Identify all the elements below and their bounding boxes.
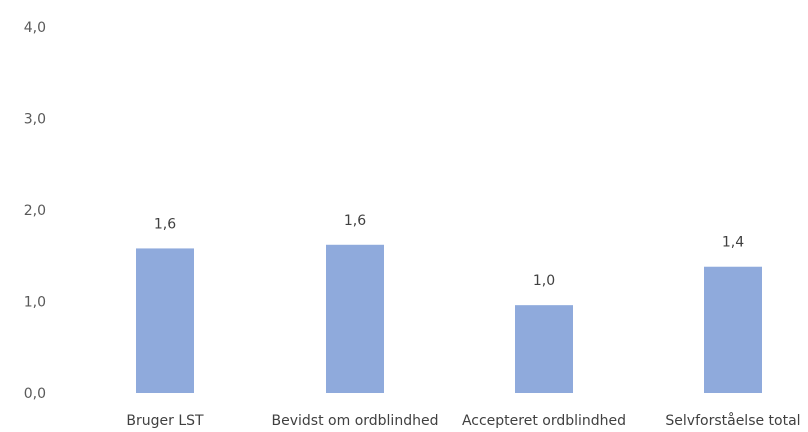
y-tick-label: 4,0 [24, 20, 46, 36]
data-label: 1,4 [722, 235, 744, 251]
bar [136, 248, 194, 393]
category-label: Selvforståelse total [665, 412, 800, 429]
category-label: Bruger LST [126, 413, 204, 429]
category-label: Bevidst om ordblindhed [272, 413, 439, 429]
y-tick-label: 1,0 [24, 295, 46, 311]
data-labels: 1,6 1,6 1,0 1,4 [154, 213, 744, 289]
category-label: Accepteret ordblindhed [462, 413, 626, 429]
y-axis: 0,0 1,0 2,0 3,0 4,0 [24, 20, 46, 402]
bar [704, 266, 762, 393]
data-label: 1,6 [154, 216, 176, 232]
data-label: 1,0 [533, 273, 555, 289]
x-axis: Bruger LST Bevidst om ordblindhed Accepter… [126, 412, 800, 429]
bar [515, 305, 573, 393]
y-tick-label: 3,0 [24, 112, 46, 128]
y-tick-label: 0,0 [24, 386, 46, 402]
bar [326, 244, 384, 393]
bars [136, 244, 762, 393]
data-label: 1,6 [344, 213, 366, 229]
y-tick-label: 2,0 [24, 203, 46, 219]
